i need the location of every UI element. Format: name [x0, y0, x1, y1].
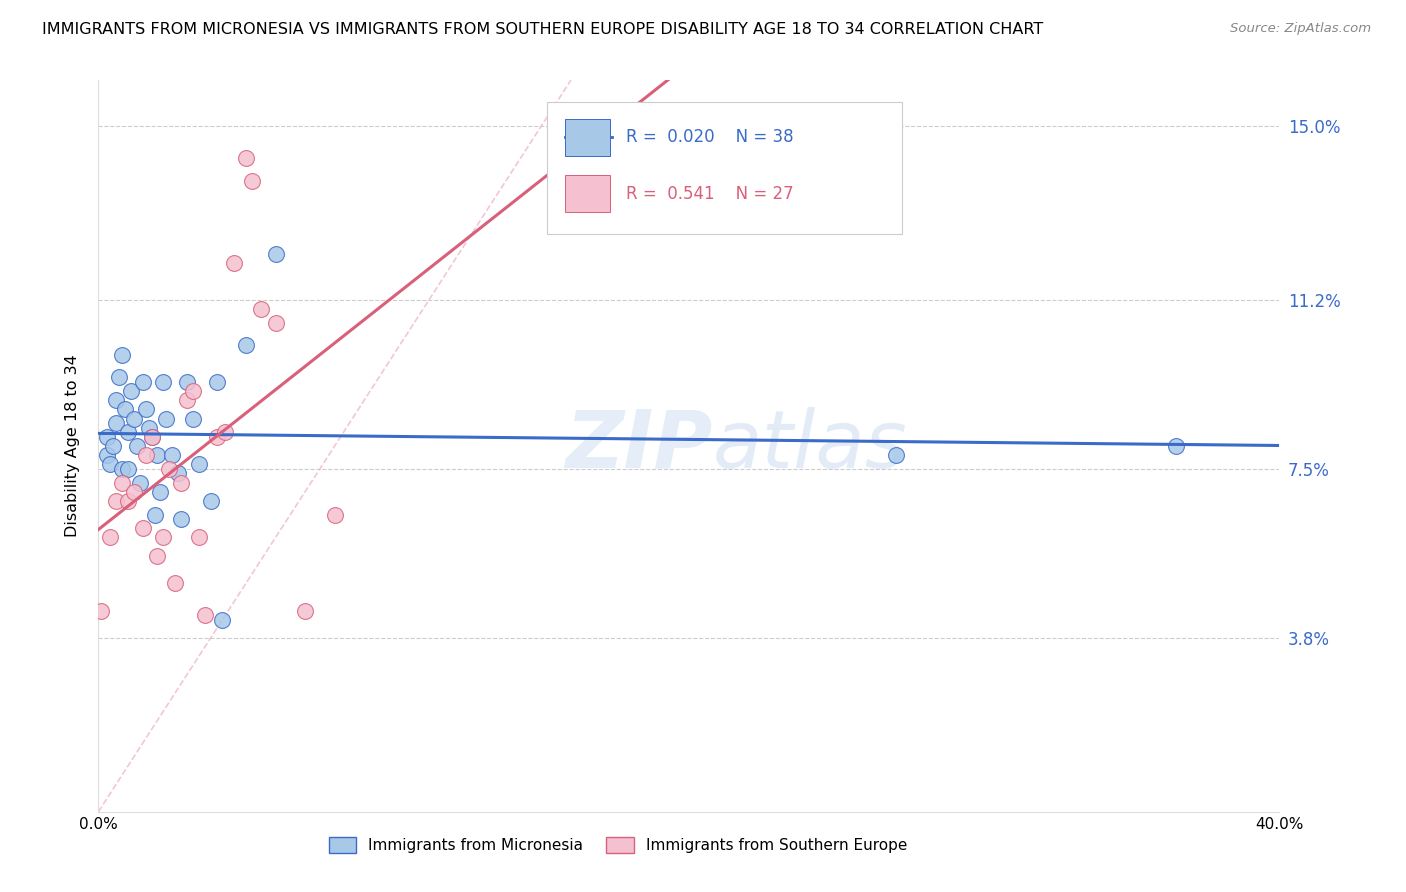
Point [165, 576, 187, 591]
Point [167, 467, 190, 481]
Point [294, 604, 316, 618]
Point [111, 347, 134, 362]
Text: ZIP: ZIP [565, 407, 713, 485]
FancyBboxPatch shape [565, 176, 610, 212]
Point [128, 475, 150, 490]
Y-axis label: Disability Age 18 to 34: Disability Age 18 to 34 [65, 355, 80, 537]
Point [146, 448, 169, 462]
Point [96, 430, 118, 444]
Point [152, 530, 174, 544]
Point [235, 151, 257, 165]
Point [187, 458, 209, 472]
Point [120, 384, 142, 399]
FancyBboxPatch shape [565, 119, 610, 155]
Text: R =  0.541    N = 27: R = 0.541 N = 27 [626, 185, 794, 202]
Legend: Immigrants from Micronesia, Immigrants from Southern Europe: Immigrants from Micronesia, Immigrants f… [322, 830, 914, 859]
Point [155, 411, 177, 425]
Point [117, 462, 139, 476]
Point [205, 430, 228, 444]
Point [162, 448, 183, 462]
Text: atlas: atlas [713, 407, 907, 485]
Point [98, 458, 121, 472]
Text: Source: ZipAtlas.com: Source: ZipAtlas.com [1230, 22, 1371, 36]
Point [132, 521, 155, 535]
Point [105, 416, 128, 430]
Point [146, 549, 169, 563]
Point [187, 530, 209, 544]
Point [181, 384, 204, 399]
Text: IMMIGRANTS FROM MICRONESIA VS IMMIGRANTS FROM SOUTHERN EUROPE DISABILITY AGE 18 : IMMIGRANTS FROM MICRONESIA VS IMMIGRANTS… [42, 22, 1043, 37]
Point [138, 421, 160, 435]
Point [152, 375, 174, 389]
Point [214, 425, 236, 440]
Point [125, 439, 148, 453]
Point [141, 430, 163, 444]
Point [240, 174, 263, 188]
Point [90, 604, 112, 618]
Point [135, 402, 157, 417]
Point [114, 402, 136, 417]
Point [181, 411, 204, 425]
Point [117, 494, 139, 508]
Point [176, 375, 198, 389]
Point [176, 393, 198, 408]
Point [194, 608, 217, 623]
Point [323, 508, 346, 522]
Point [224, 256, 246, 270]
Point [149, 484, 172, 499]
Point [132, 375, 155, 389]
Point [122, 484, 145, 499]
Point [211, 613, 233, 627]
Point [103, 439, 125, 453]
Point [141, 430, 163, 444]
Point [884, 448, 907, 462]
Point [111, 475, 134, 490]
Point [143, 508, 166, 522]
Point [264, 247, 287, 261]
Point [205, 375, 228, 389]
Point [250, 301, 273, 316]
FancyBboxPatch shape [547, 103, 901, 234]
Point [105, 393, 128, 408]
Point [157, 462, 180, 476]
Point [117, 425, 139, 440]
Point [200, 494, 222, 508]
Point [122, 411, 145, 425]
Point [108, 370, 131, 384]
Point [170, 512, 193, 526]
Point [96, 448, 118, 462]
Point [264, 316, 287, 330]
Point [111, 462, 134, 476]
Point [105, 494, 128, 508]
Point [135, 448, 157, 462]
Text: R =  0.020    N = 38: R = 0.020 N = 38 [626, 128, 794, 146]
Point [235, 338, 257, 352]
Point [1166, 439, 1188, 453]
Point [170, 475, 193, 490]
Point [98, 530, 121, 544]
